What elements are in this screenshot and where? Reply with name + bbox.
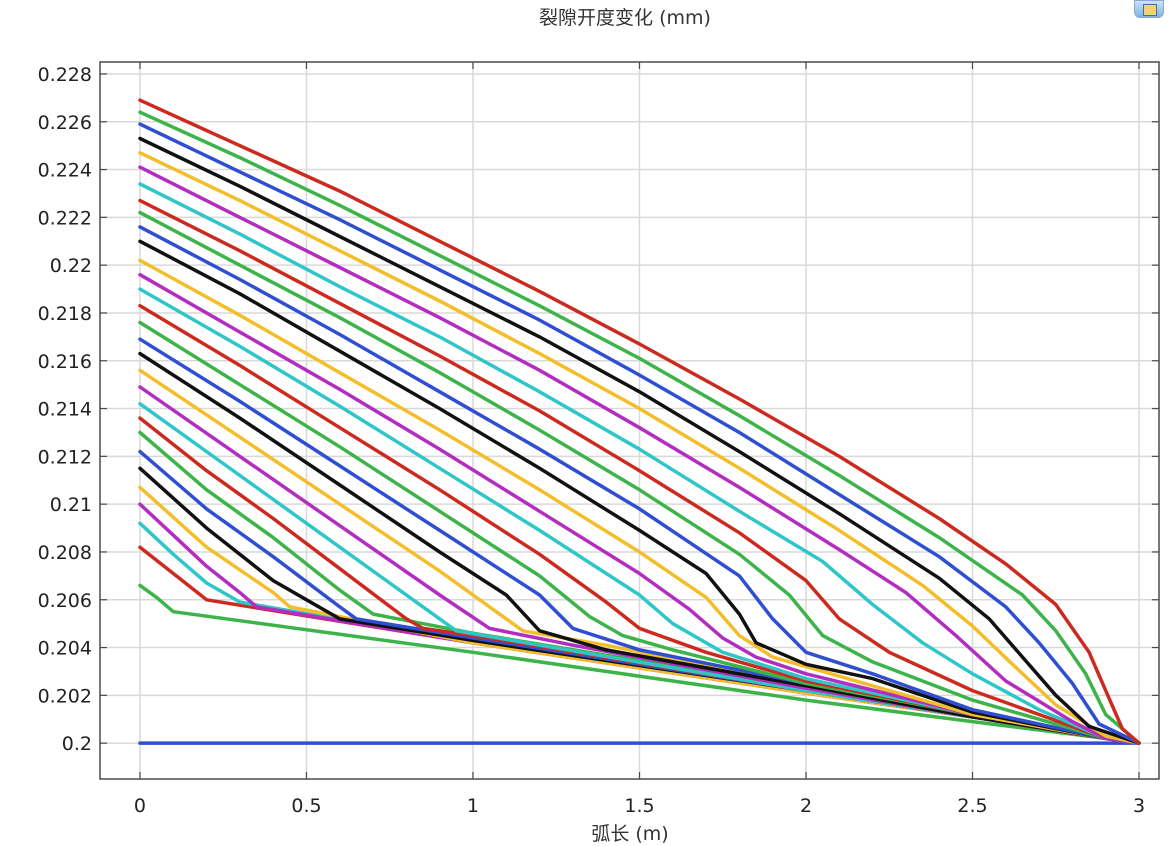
y-tick-label: 0.2 [62, 733, 92, 755]
y-tick-label: 0.228 [38, 64, 92, 86]
series-line-t26 [138, 165, 1141, 745]
x-tick-label: 1.5 [624, 795, 654, 817]
y-tick-label: 0.222 [38, 207, 92, 229]
series-lines [138, 98, 1141, 745]
x-axis-label: 弧长 (m) [591, 823, 668, 845]
y-tick-label: 0.212 [38, 446, 92, 468]
y-tick-label: 0.218 [38, 303, 92, 325]
y-tick-label: 0.21 [50, 494, 92, 516]
y-tick-label: 0.204 [38, 638, 92, 660]
chart-title: 裂隙开度变化 (mm) [539, 7, 711, 29]
series-line-t31 [138, 98, 1141, 745]
x-axis-ticks: 0 0.5 1 1.5 2 2.5 3 [134, 62, 1145, 817]
plot-settings-icon[interactable] [1134, 0, 1164, 18]
y-tick-label: 0.226 [38, 112, 92, 134]
y-tick-label: 0.224 [38, 160, 92, 182]
x-tick-label: 2 [800, 795, 812, 817]
x-tick-label: 0 [134, 795, 146, 817]
x-tick-label: 0.5 [291, 795, 321, 817]
plot-frame [99, 61, 1160, 780]
x-tick-label: 3 [1133, 795, 1145, 817]
series-line-t30 [138, 110, 1141, 745]
y-tick-label: 0.206 [38, 590, 92, 612]
series-line-t27 [138, 151, 1141, 745]
y-tick-label: 0.216 [38, 351, 92, 373]
series-line-t21 [138, 239, 1141, 745]
series-line-t28 [138, 136, 1141, 745]
series-line-t23 [138, 210, 1141, 745]
x-tick-label: 1 [467, 795, 479, 817]
series-line-t24 [138, 198, 1141, 745]
y-tick-label: 0.214 [38, 399, 92, 421]
series-line-t25 [138, 182, 1141, 745]
series-line-t29 [138, 122, 1141, 745]
x-tick-label: 2.5 [957, 795, 987, 817]
series-line-t22 [138, 225, 1141, 745]
y-tick-label: 0.22 [50, 255, 92, 277]
y-tick-label: 0.208 [38, 542, 92, 564]
series-line-t20 [138, 258, 1141, 745]
y-axis-ticks: 0.2 0.202 0.204 0.206 0.208 0.21 0.212 0.214 0.2… [38, 64, 1159, 755]
y-tick-label: 0.202 [38, 685, 92, 707]
